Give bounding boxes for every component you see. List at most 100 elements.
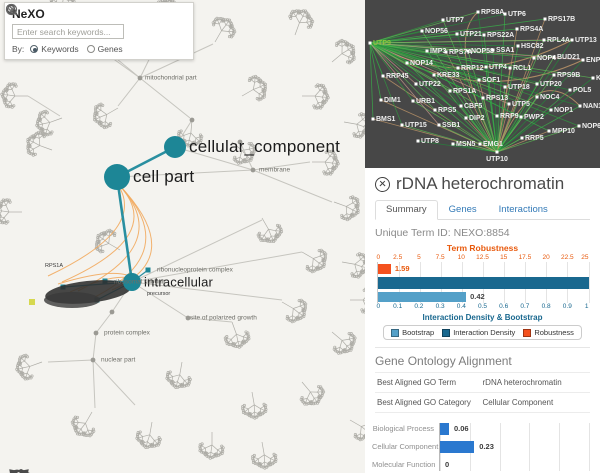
gene-node-UTP9[interactable]: UTP9 [373, 40, 391, 47]
go-category-value: 0 [445, 460, 450, 469]
gene-node-UTP21[interactable]: UTP21 [460, 31, 482, 38]
chart-bar-robustness [377, 264, 391, 274]
gene-node-RRP45[interactable]: RRP45 [386, 73, 409, 80]
go-alignment-label: Best Aligned GO Category [377, 398, 471, 407]
go-alignment-heading: Gene Ontology Alignment [375, 347, 590, 368]
term-node-mitochondrial-part[interactable]: mitochondrial part [145, 74, 197, 82]
term-node-cell-part[interactable]: cell part [133, 167, 195, 186]
search-mode-keywords[interactable]: Keywords [30, 44, 79, 54]
gene-node-NOP1[interactable]: NOP1 [554, 107, 573, 114]
gene-node-DIP2[interactable]: DIP2 [469, 115, 485, 122]
by-label: By: [12, 44, 25, 54]
tab-genes[interactable]: Genes [448, 204, 477, 215]
gene-node-PWP2[interactable]: PWP2 [524, 114, 544, 121]
go-category-label: Biological Process [372, 424, 434, 433]
gene-node-NOC4[interactable]: NOC4 [540, 94, 560, 101]
term-robustness-chart: Term Robustness 0 2.5 5 7.5 10 12.5 15 17.5 20 22… [376, 243, 590, 340]
gene-node-RPL4A[interactable]: RPL4A [547, 37, 570, 44]
gene-node-RPS17B[interactable]: RPS17B [548, 16, 575, 23]
gene-node-NOP14[interactable]: NOP14 [410, 60, 433, 67]
ontology-network-svg [0, 0, 365, 470]
gene-node-RPS7A[interactable]: RPS7A [449, 49, 472, 56]
refresh-icon[interactable] [6, 4, 156, 39]
gene-node-UTP20[interactable]: UTP20 [540, 81, 562, 88]
term-node-site-of-polarized-growth[interactable]: site of polarized growth [190, 314, 257, 322]
gene-node-RRP5[interactable]: RRP5 [525, 135, 544, 142]
close-icon[interactable] [375, 176, 390, 192]
gene-node-UTP15[interactable]: UTP15 [405, 122, 427, 129]
gene-node-BUD21[interactable]: BUD21 [557, 54, 580, 61]
gene-node-UTP10[interactable]: UTP10 [486, 156, 508, 163]
search-icon[interactable] [6, 4, 140, 39]
term-node-precursor[interactable]: precursor [147, 291, 171, 297]
search-mode-genes[interactable]: Genes [86, 44, 123, 54]
term-node-intracellular[interactable]: intracellular [144, 274, 214, 290]
gene-node-CBF5[interactable]: CBF5 [464, 103, 482, 110]
gene-node-UTP5[interactable]: UTP5 [512, 101, 530, 108]
gene-node-RPS5[interactable]: RPS5 [438, 107, 456, 114]
gene-node-NOP56[interactable]: NOP56 [425, 28, 448, 35]
gene-node-POL5[interactable]: POL5 [573, 87, 591, 94]
legend-item-interaction-density[interactable]: Interaction Density [442, 328, 515, 337]
legend-item-bootstrap[interactable]: Bootstrap [391, 328, 434, 337]
term-node-ribosomal-subunit[interactable]: ribosomal subunit [114, 278, 165, 286]
gene-node-NAN1[interactable]: NAN1 [583, 103, 600, 110]
gene-node-RPS4A[interactable]: RPS4A [520, 26, 543, 33]
gene-node-UTP18[interactable]: UTP18 [508, 84, 530, 91]
gene-node-UTP4[interactable]: UTP4 [489, 64, 507, 71]
term-node-cellular-component[interactable]: cellular_component [189, 137, 341, 156]
gene-node-DIM1[interactable]: DIM1 [384, 97, 401, 104]
gene-node-MSN5[interactable]: MSN5 [456, 141, 476, 148]
gene-node-NOP4[interactable]: NOP4 [537, 55, 556, 62]
search-panel: NeXO By: Keywords Genes [4, 2, 194, 60]
gene-node-KRE33[interactable]: KRE33 [437, 72, 460, 79]
gene-node-KRR1[interactable]: KRR1 [596, 75, 600, 82]
legend-item-robustness[interactable]: Robustness [523, 328, 574, 337]
gene-node-UTP8[interactable]: UTP8 [421, 138, 439, 145]
gene-node-RPS22A[interactable]: RPS22A [487, 32, 514, 39]
gene-node-RRP12[interactable]: RRP12 [461, 65, 484, 72]
term-node-ribonucleoprotein-complex[interactable]: ribonucleoprotein complex [157, 266, 233, 274]
gene-node-RPS13[interactable]: RPS13 [486, 95, 508, 102]
gene-node-ENP1[interactable]: ENP1 [586, 57, 600, 64]
gene-node-BMS1[interactable]: BMS1 [376, 116, 396, 123]
term-node-membrane[interactable]: membrane [259, 166, 291, 174]
gene-node-RPS9B[interactable]: RPS9B [557, 72, 580, 79]
gene-node-HSC82[interactable]: HSC82 [521, 43, 544, 50]
gene-node-EMG1[interactable]: EMG1 [483, 141, 503, 148]
gene-node-RCL1[interactable]: RCL1 [513, 65, 531, 72]
gene-node-SOF1[interactable]: SOF1 [482, 77, 500, 84]
go-icon[interactable] [5, 3, 172, 39]
go-category-row: Molecular Function 0 [372, 459, 589, 471]
term-title: rDNA heterochromatin [396, 174, 565, 193]
gene-node-RPS1A[interactable]: RPS1A [453, 88, 476, 95]
search-mode-radio-group: Keywords Genes [30, 44, 123, 54]
gene-node-RRP9[interactable]: RRP9 [500, 113, 519, 120]
gene-node-UTP6[interactable]: UTP6 [508, 11, 526, 18]
interaction-network-panel[interactable]: UTP9 UTP7 RPS8A UTP6 RPS17B NOP56 UTP21 RPS22A R… [365, 0, 600, 168]
search-input[interactable] [12, 24, 124, 39]
term-node-nuclear-part[interactable]: nuclear part [101, 356, 136, 364]
gene-node-IMP3[interactable]: IMP3 [430, 48, 446, 55]
tab-summary[interactable]: Summary [375, 200, 438, 220]
chart-title: Term Robustness [446, 243, 519, 253]
term-detail-panel: rDNA heterochromatin Summary Genes Interac… [365, 168, 600, 473]
gene-node-SSB1[interactable]: SSB1 [442, 122, 460, 129]
gene-node-UTP7[interactable]: UTP7 [446, 17, 464, 24]
collapse-icon[interactable] [6, 6, 187, 39]
term-node-protein-complex[interactable]: protein complex [104, 329, 150, 337]
gene-node-NOP58[interactable]: NOP58 [471, 48, 494, 55]
go-category-row: Cellular Component 0.23 [372, 441, 589, 453]
gene-node-SSA1[interactable]: SSA1 [496, 47, 514, 54]
gene-node-UTP22[interactable]: UTP22 [419, 81, 441, 88]
tab-interactions[interactable]: Interactions [498, 204, 548, 215]
app-title: NeXO [12, 7, 45, 21]
gene-node-NOP6[interactable]: NOP6 [582, 123, 600, 130]
gene-node-URB1[interactable]: URB1 [416, 98, 435, 105]
gene-node-UTP13[interactable]: UTP13 [575, 37, 597, 44]
gene-node-RPS8A[interactable]: RPS8A [481, 9, 504, 16]
chart-bar-interaction-density [377, 277, 589, 289]
gene-node-MPP10[interactable]: MPP10 [552, 128, 575, 135]
term-node-RPS1A[interactable]: RPS1A [45, 263, 64, 269]
